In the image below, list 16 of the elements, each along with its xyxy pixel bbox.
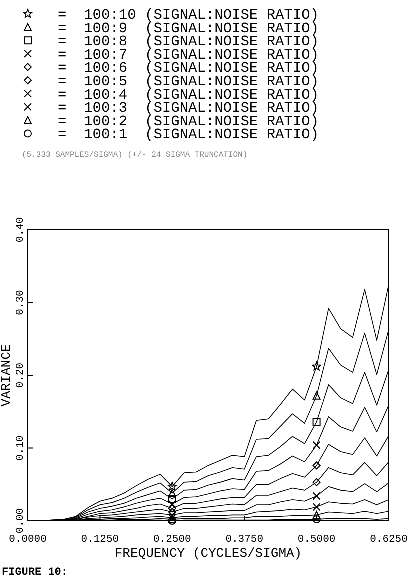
legend-label: = 100:1 (SIGNAL:NOISE RATIO) [58, 128, 320, 144]
x-tick-label: 0.5000 [298, 534, 336, 546]
x-axis-title: FREQUENCY (CYCLES/SIGMA) [114, 546, 302, 561]
x-tick-label: 0.0000 [9, 534, 47, 546]
x-tick-label: 0.1250 [81, 534, 120, 546]
y-tick-label: 0.10 [15, 436, 27, 461]
y-tick-label: 0.00 [15, 508, 27, 534]
y-tick-label: 0.20 [15, 362, 27, 388]
y-tick-label: 0.40 [15, 217, 27, 243]
x-tick-label: 0.6250 [370, 534, 408, 546]
caption: FIGURE 10: [2, 567, 68, 579]
x-tick-label: 0.3750 [226, 534, 264, 546]
y-tick-label: 0.30 [15, 290, 27, 316]
chart-subtitle: (5.333 SAMPLES/SIGMA) (+/- 24 SIGMA TRUNCATION) [22, 151, 248, 160]
x-tick-label: 0.2500 [153, 534, 192, 546]
y-axis-title: VARIANCE [0, 344, 14, 407]
